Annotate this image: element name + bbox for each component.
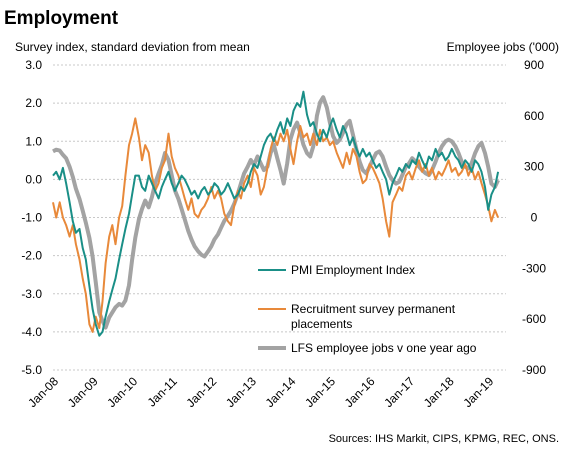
x-tick-group: Jan-14 <box>263 374 299 410</box>
x-tick-label: Jan-12 <box>184 374 220 410</box>
legend-label-recruitment: Recruitment survey permanent placements <box>291 302 458 331</box>
left-tick-label: 3.0 <box>25 58 42 72</box>
right-tick-label: -300 <box>522 261 546 275</box>
legend-label-recruitment-line2: placements <box>291 317 352 331</box>
x-tick-group: Jan-15 <box>302 374 338 410</box>
x-tick-label: Jan-17 <box>381 374 417 410</box>
legend-label-pmi: PMI Employment Index <box>291 263 415 277</box>
x-tick-group: Jan-16 <box>342 374 378 410</box>
x-tick-group: Jan-11 <box>145 374 180 409</box>
right-axis-ticks: 900 600 300 0 -300 -600 -900 <box>522 58 546 377</box>
x-tick-label: Jan-19 <box>460 374 496 410</box>
left-tick-label: -2.0 <box>21 249 42 263</box>
series-lines <box>52 90 500 337</box>
series-recruitment-line <box>52 117 500 333</box>
x-tick-label: Jan-18 <box>421 374 457 410</box>
chart-title: Employment <box>4 8 119 29</box>
x-tick-label: Jan-14 <box>263 374 299 410</box>
right-axis-label: Employee jobs ('000) <box>447 40 559 54</box>
x-tick-group: Jan-09 <box>65 374 101 410</box>
right-tick-label: 600 <box>524 109 544 123</box>
x-tick-group: Jan-19 <box>460 374 496 410</box>
left-axis-ticks: 3.0 2.0 1.0 0.0 -1.0 -2.0 -3.0 -4.0 -5.0 <box>21 58 42 377</box>
left-tick-label: -4.0 <box>21 325 42 339</box>
series-lfs-line <box>52 95 500 330</box>
right-tick-label: -900 <box>522 363 546 377</box>
x-tick-group: Jan-18 <box>421 374 457 410</box>
right-tick-label: -600 <box>522 312 546 326</box>
x-tick-label: Jan-13 <box>223 374 259 410</box>
left-tick-label: -3.0 <box>21 287 42 301</box>
left-tick-label: 2.0 <box>25 96 42 110</box>
x-tick-label: Jan-08 <box>25 374 61 410</box>
x-axis-ticks: Jan-08 Jan-09 Jan-10 Jan-11 Jan-12 Jan-13 Jan-… <box>25 374 496 410</box>
x-tick-group: Jan-13 <box>223 374 259 410</box>
legend-label-lfs: LFS employee jobs v one year ago <box>291 341 477 355</box>
left-tick-label: 0.0 <box>25 172 42 186</box>
right-tick-label: 900 <box>524 58 544 72</box>
x-tick-label: Jan-09 <box>65 374 101 410</box>
x-tick-group: Jan-17 <box>381 374 417 410</box>
x-tick-group: Jan-12 <box>184 374 220 410</box>
series-pmi-line <box>52 90 500 337</box>
x-tick-label: Jan-16 <box>342 374 378 410</box>
gridlines <box>53 64 506 371</box>
x-tick-label: Jan-15 <box>302 374 338 410</box>
x-tick-group: Jan-08 <box>25 374 61 410</box>
x-tick-label: Jan-10 <box>104 374 140 410</box>
legend-label-recruitment-line1: Recruitment survey permanent <box>291 302 456 316</box>
left-tick-label: 1.0 <box>25 134 42 148</box>
left-tick-label: -5.0 <box>21 363 42 377</box>
left-axis-label: Survey index, standard deviation from me… <box>15 40 250 54</box>
x-tick-label: Jan-11 <box>145 374 180 409</box>
source-note: Sources: IHS Markit, CIPS, KPMG, REC, ON… <box>329 433 559 445</box>
legend: PMI Employment Index Recruitment survey … <box>258 263 477 355</box>
right-tick-label: 300 <box>524 160 544 174</box>
left-tick-label: -1.0 <box>21 211 42 225</box>
x-tick-group: Jan-10 <box>104 374 140 410</box>
right-tick-label: 0 <box>531 211 538 225</box>
